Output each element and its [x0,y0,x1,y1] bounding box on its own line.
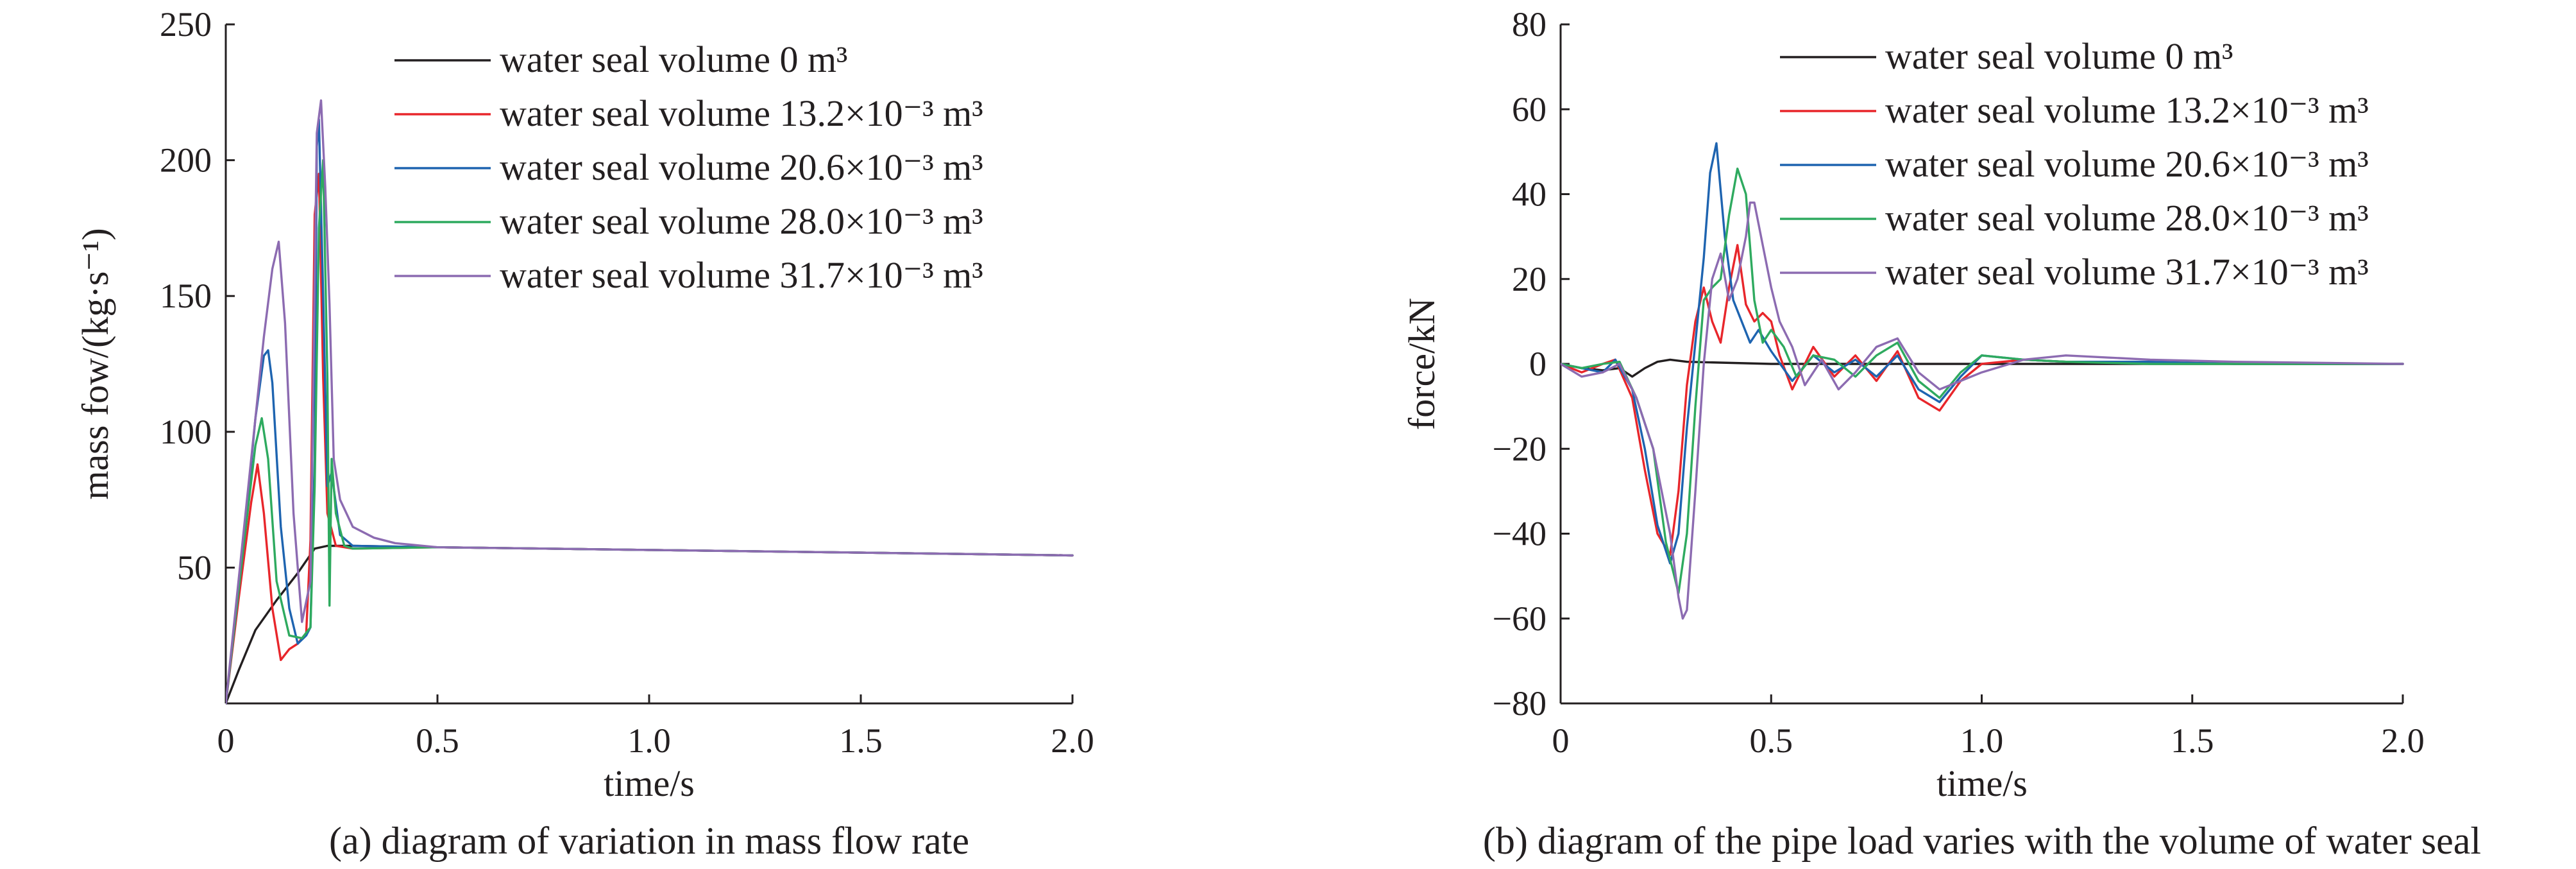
y-tick-label: 40 [1512,175,1546,214]
chart-caption: (a) diagram of variation in mass flow ra… [329,820,969,862]
series-line-1 [226,173,1074,705]
legend-label: water seal volume 20.6×10⁻³ m³ [1885,143,2369,185]
y-tick-label: 80 [1512,5,1546,44]
series-line-4 [1561,202,2404,620]
legend-label: water seal volume 31.7×10⁻³ m³ [500,254,983,296]
legend: water seal volume 0 m³ water seal volume … [1780,35,2369,293]
y-tick-label: 250 [160,5,212,44]
legend-label: water seal volume 13.2×10⁻³ m³ [500,92,983,134]
chart-a: 50 100 150 200 250 0 0.5 1.0 1.5 2.0 time/s mass fo… [74,5,1094,862]
legend-label: water seal volume 0 m³ [1885,35,2233,77]
y-tick-label: 150 [160,277,212,315]
chart-b: −80 −60 −40 −20 0 20 40 60 80 0 0.5 1.0 1.5 2.0 time/s… [1401,5,2481,862]
y-axis-title: force/kN [1401,298,1443,430]
legend-label: water seal volume 20.6×10⁻³ m³ [500,146,983,188]
x-tick-label: 0.5 [416,721,459,760]
y-axis-title: mass fow/(kg·s⁻¹) [74,228,116,499]
series-line-3 [1561,168,2404,594]
y-tick-label: 200 [160,141,212,180]
x-axis-title: time/s [604,762,695,804]
chart-caption: (b) diagram of the pipe load varies with… [1483,820,2481,862]
x-tick-label: 2.0 [1051,721,1094,760]
x-tick-label: 0 [1552,721,1570,760]
x-tick-label: 2.0 [2381,721,2425,760]
series-group [1561,142,2404,620]
legend-label: water seal volume 13.2×10⁻³ m³ [1885,89,2369,131]
legend-label: water seal volume 31.7×10⁻³ m³ [1885,251,2369,293]
series-line-0 [226,544,1074,705]
series-line-4 [226,99,1074,705]
legend: water seal volume 0 m³ water seal volume … [394,39,983,296]
y-tick-label: 0 [1529,345,1546,383]
x-tick-label: 0 [217,721,235,760]
x-tick-label: 1.0 [1960,721,2004,760]
legend-label: water seal volume 0 m³ [500,39,847,80]
x-tick-label: 1.5 [2171,721,2214,760]
y-tick-label: 60 [1512,90,1546,128]
y-tick-label: 100 [160,413,212,451]
x-tick-label: 1.5 [839,721,883,760]
legend-label: water seal volume 28.0×10⁻³ m³ [1885,197,2369,239]
y-tick-label: −40 [1493,515,1546,553]
y-tick-label: −60 [1493,599,1546,638]
x-axis-title: time/s [1936,762,2028,804]
y-tick-label: −80 [1493,684,1546,723]
x-tick-label: 1.0 [627,721,671,760]
series-group [226,99,1074,705]
y-tick-label: 20 [1512,260,1546,298]
series-line-2 [1561,142,2404,565]
y-tick-label: −20 [1493,429,1546,468]
legend-label: water seal volume 28.0×10⁻³ m³ [500,200,983,242]
x-tick-label: 0.5 [1750,721,1793,760]
y-tick-label: 50 [177,548,212,587]
